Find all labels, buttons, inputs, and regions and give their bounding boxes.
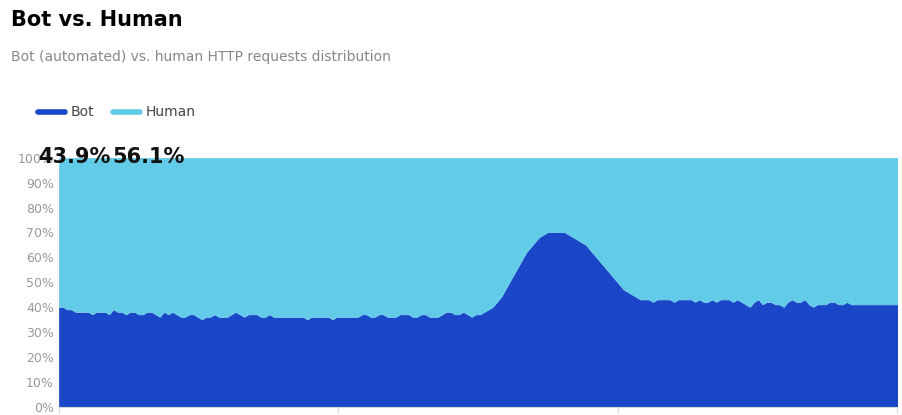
Text: 56.1%: 56.1% [113, 147, 185, 167]
Text: Bot: Bot [70, 105, 94, 119]
Text: 43.9%: 43.9% [38, 147, 110, 167]
Text: Bot vs. Human: Bot vs. Human [11, 10, 182, 30]
Text: Bot (automated) vs. human HTTP requests distribution: Bot (automated) vs. human HTTP requests … [11, 50, 391, 64]
Text: Human: Human [145, 105, 195, 119]
